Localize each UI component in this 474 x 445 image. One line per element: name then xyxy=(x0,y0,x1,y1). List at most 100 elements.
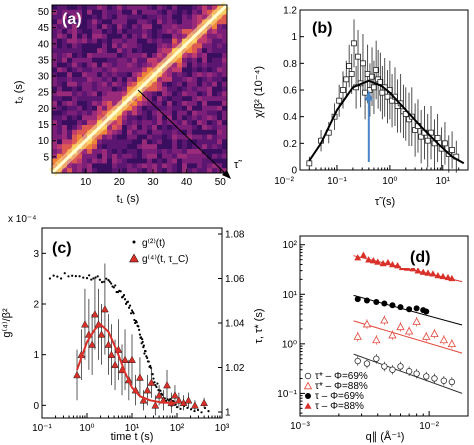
heatmap-cell xyxy=(197,125,203,131)
heatmap-cell xyxy=(222,14,228,20)
heatmap-cell xyxy=(187,29,193,35)
heatmap-cell xyxy=(107,105,113,111)
heatmap-cell xyxy=(207,120,213,126)
y-tick-label: 0.8 xyxy=(283,59,297,70)
heatmap-cell xyxy=(137,62,143,68)
heatmap-cell xyxy=(72,43,78,49)
heatmap-cell xyxy=(187,134,193,140)
heatmap-cell xyxy=(87,81,93,87)
right-y-tick-label: 1.06 xyxy=(225,274,245,285)
heatmap-cell xyxy=(187,153,193,159)
heatmap-cells xyxy=(52,5,228,174)
heatmap-cell xyxy=(52,67,58,73)
heatmap-cell xyxy=(192,139,198,145)
heatmap-cell xyxy=(157,38,163,44)
series-point xyxy=(396,322,405,331)
heatmap-cell xyxy=(162,134,168,140)
heatmap-cell xyxy=(142,62,148,68)
g2-point xyxy=(207,409,210,413)
heatmap-cell xyxy=(127,38,133,44)
heatmap-cell xyxy=(212,33,218,39)
series-point xyxy=(405,368,413,375)
g4-point xyxy=(200,398,208,406)
g4-point xyxy=(139,396,148,404)
heatmap-cell xyxy=(147,33,153,39)
heatmap-cell xyxy=(152,134,158,140)
heatmap-cell xyxy=(187,149,193,155)
heatmap-cell xyxy=(97,86,103,92)
series-point xyxy=(389,366,396,373)
heatmap-cell xyxy=(167,105,173,111)
heatmap-cell xyxy=(152,144,158,150)
data-point xyxy=(434,135,441,141)
heatmap-cell xyxy=(122,14,128,20)
y-tick-label: 10² xyxy=(283,240,298,251)
heatmap-cell xyxy=(162,53,168,59)
panel-a-frame xyxy=(51,4,228,174)
heatmap-cell xyxy=(87,91,93,97)
g2-point xyxy=(135,321,138,324)
data-point xyxy=(379,89,386,96)
heatmap-cell xyxy=(92,24,98,30)
heatmap-cell xyxy=(207,168,213,174)
heatmap-cell xyxy=(127,168,133,174)
heatmap-cell xyxy=(117,144,123,150)
heatmap-cell xyxy=(212,48,218,54)
heatmap-cell xyxy=(202,110,208,116)
heatmap-cell xyxy=(57,19,63,25)
heatmap-cell xyxy=(147,5,153,11)
heatmap-cell xyxy=(117,115,123,121)
heatmap-cell xyxy=(167,29,173,35)
series-point xyxy=(388,330,397,339)
heatmap-cell xyxy=(202,81,208,87)
heatmap-cell xyxy=(82,57,88,63)
heatmap-cell xyxy=(97,163,103,169)
heatmap-cell xyxy=(57,101,63,107)
heatmap-cell xyxy=(222,105,228,111)
heatmap-cell xyxy=(142,48,148,54)
heatmap-cell xyxy=(217,158,223,164)
series-point xyxy=(413,305,420,312)
heatmap-cell xyxy=(207,72,213,78)
g2-point xyxy=(179,407,182,410)
heatmap-cell xyxy=(187,110,193,116)
heatmap-cell xyxy=(87,125,93,131)
g4-point xyxy=(136,373,144,381)
heatmap-cell xyxy=(72,86,78,92)
heatmap-cell xyxy=(62,48,68,54)
heatmap-cell xyxy=(52,91,58,97)
heatmap-cell xyxy=(92,153,98,159)
heatmap-cell xyxy=(62,62,68,68)
heatmap-cell xyxy=(117,77,123,83)
heatmap-cell xyxy=(82,53,88,59)
heatmap-cell xyxy=(197,86,203,92)
heatmap-cell xyxy=(72,91,78,97)
heatmap-cell xyxy=(87,110,93,116)
heatmap-cell xyxy=(62,72,68,78)
heatmap-cell xyxy=(97,149,103,155)
heatmap-cell xyxy=(172,77,178,83)
legend-marker xyxy=(305,393,311,399)
series-point xyxy=(363,360,371,367)
heatmap-cell xyxy=(57,153,63,159)
heatmap-cell xyxy=(222,149,228,155)
heatmap-cell xyxy=(207,29,213,35)
heatmap-cell xyxy=(197,38,203,44)
heatmap-cell xyxy=(217,153,223,159)
panel-d-plot: 10⁻³ 10⁻² 10⁻¹ 10⁰ 10¹ 10² xyxy=(277,240,469,432)
heatmap-cell xyxy=(162,5,168,11)
heatmap-cell xyxy=(172,125,178,131)
heatmap-cell xyxy=(112,153,118,159)
panel-b: 10⁻² 10⁻¹ 10⁰ 10¹ 0 0.2 0.4 0.6 0.8 1 1.2 (b) τ̃ (… xyxy=(253,6,469,208)
heatmap-cell xyxy=(137,72,143,78)
heatmap-cell xyxy=(222,43,228,49)
heatmap-cell xyxy=(152,125,158,131)
heatmap-cell xyxy=(152,38,158,44)
heatmap-cell xyxy=(222,81,228,87)
series-point xyxy=(409,265,417,272)
g2-point xyxy=(175,406,179,409)
heatmap-cell xyxy=(202,125,208,131)
heatmap-cell xyxy=(87,101,93,107)
heatmap-cell xyxy=(72,81,78,87)
heatmap-cell xyxy=(192,77,198,83)
